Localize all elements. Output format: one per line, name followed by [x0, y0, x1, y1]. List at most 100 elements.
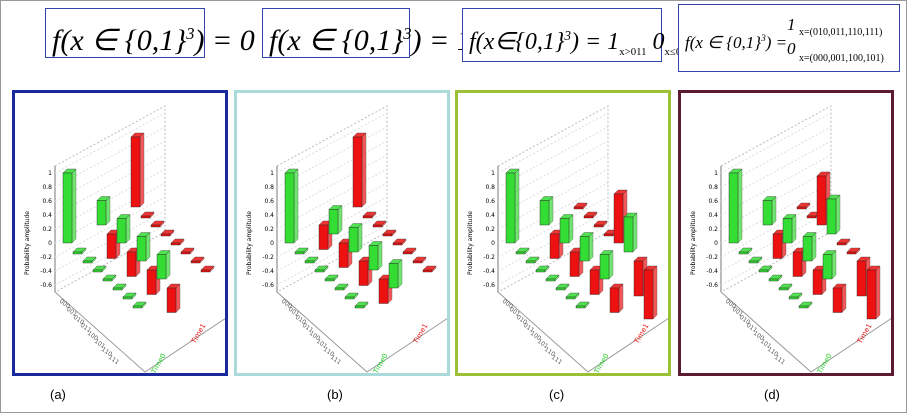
bar-front — [778, 287, 789, 291]
bar — [422, 265, 437, 273]
formula-part: 3 — [186, 24, 195, 43]
grid-line — [276, 210, 388, 272]
formula-part: 3 — [403, 24, 412, 43]
bar-side — [514, 168, 520, 244]
bar-side — [737, 168, 743, 244]
bar-front — [304, 260, 315, 264]
y-tick-label: 0.8 — [708, 184, 718, 191]
bar — [798, 301, 813, 309]
bar — [372, 220, 387, 228]
bar — [392, 238, 407, 246]
bar-front — [126, 251, 137, 277]
bar-side — [337, 205, 343, 235]
bar — [368, 241, 383, 271]
bar — [623, 212, 638, 253]
bar-front — [525, 260, 536, 264]
step-label: Time0 — [371, 352, 389, 373]
bar-front — [348, 227, 359, 253]
bar-front — [802, 236, 813, 262]
bar-chart-3d: 1 0.8 0.6 0.4 0.2 0 -0.2 -0.4 -0.6 Probability am… — [467, 105, 691, 376]
bar-side — [377, 241, 383, 271]
bar — [505, 168, 520, 244]
bar-front — [768, 278, 779, 282]
y-tick-label: -0.6 — [40, 282, 52, 289]
caption: (c) — [549, 387, 565, 402]
formula: f(x∈{0,1}3) = 1x>011 0x≤011 — [462, 8, 692, 62]
bar-side — [875, 265, 881, 320]
y-axis-label: Probability amplitude — [246, 211, 253, 275]
bar-side — [357, 223, 363, 253]
bar-front — [102, 278, 113, 282]
bar — [545, 274, 560, 282]
grid-line — [54, 210, 166, 272]
bar — [555, 283, 570, 291]
bar-front — [334, 287, 345, 291]
y-tick-label: 0.2 — [42, 226, 52, 233]
chart-panel: 1 0.8 0.6 0.4 0.2 0 -0.2 -0.4 -0.6 Probability am… — [234, 90, 470, 376]
bar-front — [112, 287, 123, 291]
y-tick-label: 0 — [48, 240, 52, 247]
bar-side — [105, 196, 111, 226]
bar-front — [772, 233, 783, 259]
bar-front — [836, 242, 847, 246]
bar — [782, 214, 797, 244]
bar-front — [402, 251, 413, 255]
bar — [599, 250, 614, 280]
caption: (a) — [50, 387, 66, 402]
bar — [62, 168, 77, 244]
chart-panel: 1 0.8 0.6 0.4 0.2 0 -0.2 -0.4 -0.6 Probability am… — [12, 90, 248, 376]
bar — [146, 265, 161, 295]
y-tick-label: 0.8 — [264, 184, 274, 191]
formula-part: 1 — [787, 15, 796, 34]
bar — [728, 168, 743, 244]
bar-front — [583, 215, 594, 219]
bar-front — [579, 236, 590, 262]
bar — [116, 214, 131, 244]
y-tick-label: 0.4 — [264, 212, 274, 219]
y-tick-label: -0.2 — [40, 254, 52, 261]
y-tick-label: 0.8 — [485, 184, 495, 191]
bar — [583, 211, 598, 219]
grid-line — [276, 196, 388, 258]
caption: (d) — [764, 387, 780, 402]
bar-front — [573, 206, 584, 210]
bar-front — [738, 251, 749, 255]
bar-front — [806, 215, 817, 219]
bar-front — [812, 269, 823, 295]
bar-side — [608, 250, 614, 280]
step-label: Time1 — [189, 322, 207, 346]
bar-side — [841, 283, 847, 313]
bar — [738, 247, 753, 255]
formula: f(x ∈ {0,1}3) = 1 — [262, 8, 472, 58]
grid-line — [720, 196, 832, 258]
y-tick-label: 0.6 — [485, 198, 495, 205]
bar-front — [116, 218, 127, 244]
bar-front — [392, 242, 403, 246]
bar — [832, 283, 847, 313]
bar — [362, 211, 377, 219]
bar-front — [575, 305, 586, 309]
bar-front — [294, 251, 305, 255]
bar-front — [832, 287, 843, 313]
bar-front — [382, 233, 393, 237]
formula-part: x=(010,011,110,111) — [799, 27, 883, 38]
bar-front — [796, 206, 807, 210]
bar — [348, 223, 363, 253]
bar-side — [175, 283, 181, 313]
bar-front — [362, 215, 373, 219]
y-tick-label: 1 — [491, 170, 495, 177]
bar-front — [856, 260, 867, 297]
bar — [166, 283, 181, 313]
chart-panel: 1 0.8 0.6 0.4 0.2 0 -0.2 -0.4 -0.6 Probability am… — [455, 90, 691, 376]
y-tick-label: 0.6 — [42, 198, 52, 205]
formula-part: x=(000,001,100,101) — [799, 53, 884, 64]
bar-front — [388, 263, 399, 289]
bar-front — [358, 260, 369, 286]
bar — [826, 194, 841, 235]
bar — [150, 220, 165, 228]
y-tick-label: 0 — [491, 240, 495, 247]
bar-front — [314, 269, 325, 273]
formula-part: 0 — [646, 29, 665, 55]
bar — [324, 274, 339, 282]
